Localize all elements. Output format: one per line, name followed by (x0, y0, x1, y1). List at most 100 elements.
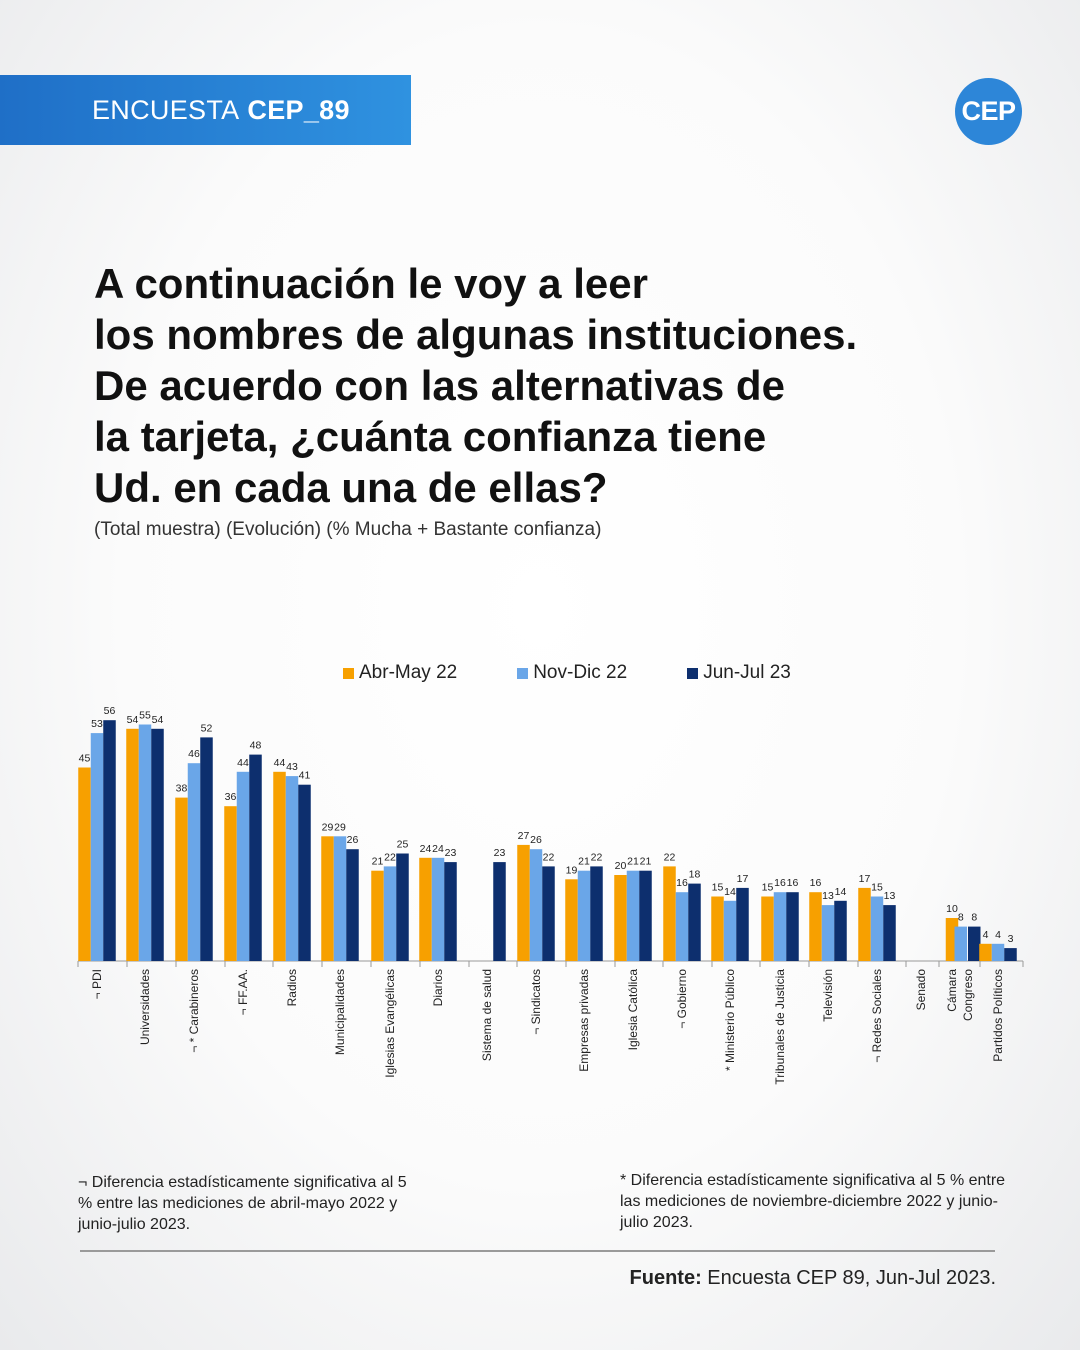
legend-label: Abr-May 22 (359, 662, 458, 683)
bar-value-label: 15 (871, 882, 883, 894)
bar (103, 720, 116, 961)
bar-value-label: 22 (591, 851, 603, 863)
bar (346, 849, 359, 961)
survey-banner: ENCUESTA CEP_89 (0, 75, 411, 145)
bar (663, 866, 676, 961)
bar (529, 849, 543, 961)
category-label: Televisión (821, 969, 835, 1022)
bar (858, 887, 871, 961)
bar-value-label: 8 (958, 912, 964, 924)
bar-value-label: 21 (578, 856, 590, 868)
bar (954, 926, 967, 961)
legend-item-jun-jul-23: Jun-Jul 23 (687, 662, 791, 684)
bar-value-label: 48 (250, 740, 262, 752)
bar (773, 892, 787, 961)
bar (1004, 948, 1017, 961)
bar-value-label: 24 (432, 843, 444, 855)
bar-value-label: 23 (494, 847, 506, 859)
bar (236, 771, 250, 961)
footnote-abr-jun: ¬ Diferencia estadísticamente significat… (78, 1174, 407, 1233)
category-label: Radios (285, 969, 299, 1006)
bar-value-label: 16 (787, 877, 799, 889)
category-label: Sistema de salud (480, 969, 494, 1061)
source-line: Fuente: Encuesta CEP 89, Jun-Jul 2023. (630, 1267, 996, 1290)
bar (371, 870, 384, 961)
bar-value-label: 17 (859, 873, 871, 885)
bar-value-label: 22 (664, 851, 676, 863)
bar (590, 866, 603, 961)
bar-value-label: 27 (518, 830, 530, 842)
bar (298, 784, 311, 961)
legend-item-nov-dic-22: Nov-Dic 22 (517, 662, 627, 684)
category-label: Iglesias Evangélicas (383, 969, 397, 1078)
bar (736, 887, 749, 961)
footnote-nov-jun: * Diferencia estadísticamente significat… (620, 1172, 1006, 1231)
bar (761, 896, 774, 961)
category-label: Partidos Políticos (991, 969, 1005, 1062)
bar-value-label: 29 (334, 821, 346, 833)
category-label: ¬ Redes Sociales (870, 969, 884, 1063)
question-line: A continuación le voy a leer (94, 260, 648, 307)
bar (431, 857, 445, 961)
bar-value-label: 19 (566, 864, 578, 876)
bar (639, 870, 652, 961)
bar (151, 728, 164, 961)
bar-value-label: 29 (322, 821, 334, 833)
bar-value-label: 3 (1008, 933, 1014, 945)
bar-value-label: 21 (372, 856, 384, 868)
question-line: la tarjeta, ¿cuánta confianza tiene (94, 413, 767, 460)
bar-value-label: 38 (176, 783, 188, 795)
survey-code: CEP_89 (247, 94, 350, 125)
bar-value-label: 54 (152, 714, 164, 726)
bar (834, 900, 847, 961)
bar (688, 883, 701, 961)
category-label: ¬ FF.AA. (236, 969, 250, 1015)
cep-logo: CEP (955, 78, 1022, 145)
bar-value-label: 17 (737, 873, 749, 885)
question-title: A continuación le voy a leer los nombres… (94, 258, 1044, 513)
footer-divider (80, 1250, 995, 1252)
bar-value-label: 26 (347, 834, 359, 846)
cep-logo-text: CEP (961, 96, 1016, 126)
bar (321, 836, 334, 961)
bar-value-label: 52 (201, 722, 213, 734)
category-label: * Ministerio Público (723, 969, 737, 1071)
bar-value-label: 15 (712, 882, 724, 894)
bar-value-label: 45 (79, 753, 91, 765)
bar-value-label: 14 (835, 886, 847, 898)
bar-value-label: 16 (810, 877, 822, 889)
bar-value-label: 46 (188, 748, 200, 760)
bar-value-label: 55 (139, 710, 151, 722)
bar (821, 905, 835, 961)
question-line: De acuerdo con las alternativas de (94, 362, 785, 409)
bar-value-label: 41 (299, 770, 311, 782)
bar (285, 776, 299, 961)
bar (968, 926, 981, 961)
bar-value-label: 14 (724, 886, 736, 898)
bar (249, 754, 262, 961)
bar (565, 879, 578, 961)
bar (175, 797, 188, 961)
bar (444, 862, 457, 961)
bar (383, 866, 397, 961)
legend-item-abr-may-22: Abr-May 22 (343, 662, 457, 684)
bar-value-label: 26 (530, 834, 542, 846)
bar (883, 905, 896, 961)
bar (187, 763, 201, 961)
category-label: Empresas privadas (577, 969, 591, 1072)
bar (200, 737, 213, 961)
bar-value-label: 8 (971, 912, 977, 924)
bar (542, 866, 555, 961)
bar-value-label: 16 (774, 877, 786, 889)
bar-value-label: 21 (640, 856, 652, 868)
category-label: Municipalidades (333, 969, 347, 1055)
bar-value-label: 4 (983, 929, 989, 941)
category-label: Tribunales de Justicia (773, 969, 787, 1085)
legend-swatch (517, 667, 529, 679)
source-label: Fuente: (629, 1267, 702, 1289)
bar-value-label: 25 (397, 839, 409, 851)
bar-value-label: 15 (762, 882, 774, 894)
category-label: ¬ Gobierno (675, 969, 689, 1029)
category-label: Cámara (945, 969, 959, 1012)
bar (138, 724, 152, 961)
